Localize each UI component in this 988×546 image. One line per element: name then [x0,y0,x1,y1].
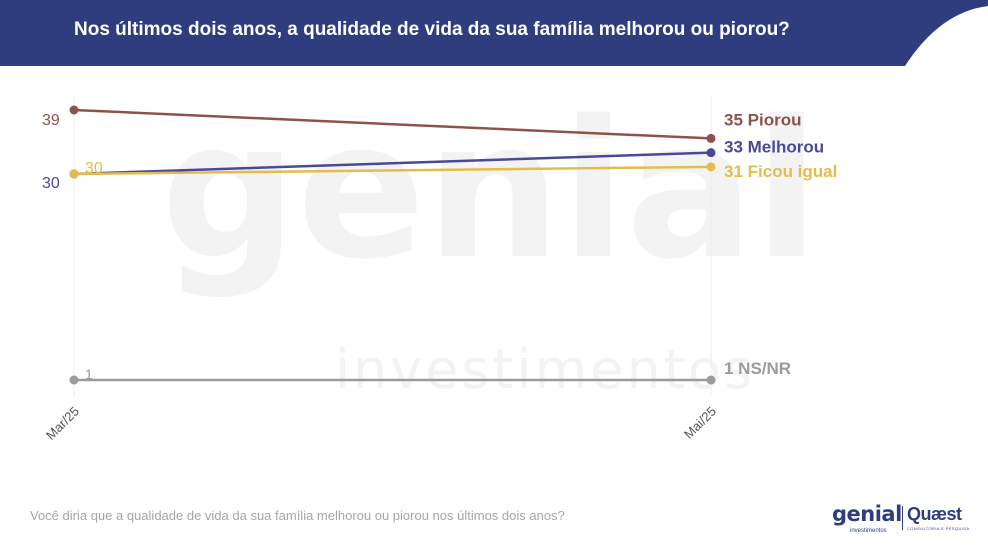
chart-series [69,105,716,385]
series-line-ficou-igual [73,165,712,176]
watermark-brand: genial [161,80,820,301]
start-label: 30 [42,175,60,192]
start-label: 1 [85,366,93,382]
data-point [706,375,716,385]
genial-watermark: genial investimentos [161,80,820,401]
genial-logo-sub: investimentos [850,528,887,534]
x-tick-label: Mai/25 [681,404,719,442]
data-point [706,133,716,143]
data-point [706,148,716,158]
end-label: 1 NS/NR [724,359,791,378]
data-point [69,105,79,115]
page-title: Nos últimos dois anos, a qualidade de vi… [74,19,790,40]
logo-divider [902,506,903,530]
question-footnote: Você diria que a qualidade de vida da su… [30,508,565,523]
data-point [69,375,79,385]
end-label: 31 Ficou igual [724,162,837,181]
watermark-sub: investimentos [335,338,755,401]
quaest-logo-sub: CONSULTORIA E PESQUISA [907,526,970,531]
start-label: 39 [42,112,60,129]
header-banner: Nos últimos dois anos, a qualidade de vi… [0,0,988,66]
end-label: 35 Piorou [724,110,801,129]
x-tick-label: Mar/25 [43,404,82,443]
chart-labels: 35 Piorou 33 Melhorou 31 Ficou igual 1 NS/N… [42,110,837,382]
data-point [69,169,79,179]
series-line-piorou [73,108,712,140]
genial-logo: genial [832,502,902,526]
end-label: 33 Melhorou [724,138,824,157]
data-point [706,162,716,172]
start-label: 30 [85,160,103,177]
line-chart: genial investimentos Mar/25 Mai/25 35 Pio… [42,80,837,443]
series-line-melhorou [73,151,712,176]
logos: genial investimentos Quæst CONSULTORIA E… [832,500,972,536]
header-background [0,0,988,66]
quaest-logo: Quæst [907,504,962,524]
